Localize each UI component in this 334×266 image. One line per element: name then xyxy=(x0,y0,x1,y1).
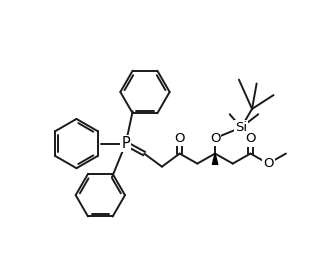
Text: O: O xyxy=(210,132,220,145)
Text: O: O xyxy=(245,132,256,146)
Text: P: P xyxy=(121,136,130,151)
Text: Si: Si xyxy=(235,121,247,134)
Polygon shape xyxy=(212,153,218,164)
Text: O: O xyxy=(174,132,185,145)
Text: O: O xyxy=(263,157,274,170)
